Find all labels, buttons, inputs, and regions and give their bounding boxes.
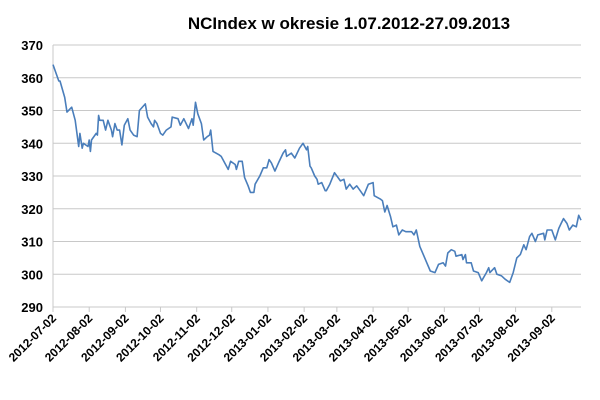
series-line-ncindex — [52, 64, 582, 284]
y-tick-label: 310 — [21, 235, 43, 250]
gridlines — [53, 44, 581, 308]
y-tick-label: 360 — [21, 71, 43, 86]
y-axis: 290 300 310 320 330 340 350 360 370 — [21, 38, 54, 315]
y-tick-label: 330 — [21, 169, 43, 184]
y-tick-label: 290 — [21, 300, 43, 315]
chart-title: NCIndex w okresie 1.07.2012-27.09.2013 — [188, 14, 510, 33]
y-tick-label: 350 — [21, 104, 43, 119]
y-tick-label: 320 — [21, 202, 43, 217]
y-tick-label: 300 — [21, 267, 43, 282]
x-axis: 2012-07-022012-08-022012-09-022012-10-02… — [6, 307, 558, 365]
y-tick-label: 370 — [21, 38, 43, 53]
y-tick-label: 340 — [21, 136, 43, 151]
